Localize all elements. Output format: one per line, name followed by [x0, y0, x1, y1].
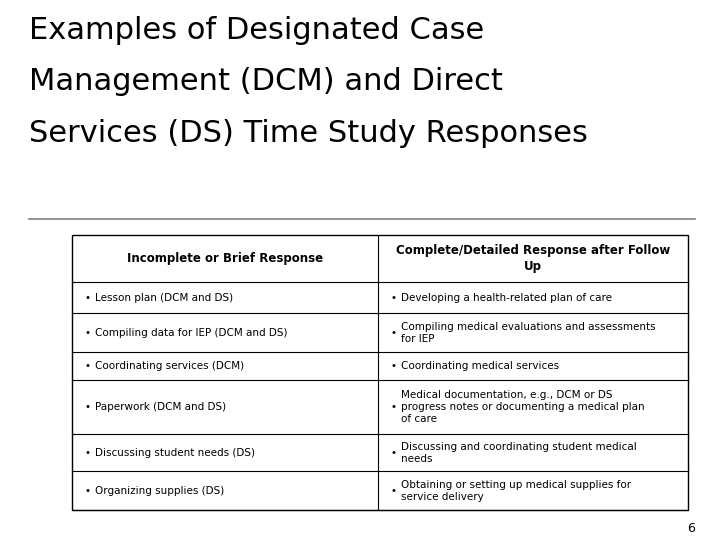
Text: Compiling data for IEP (DCM and DS): Compiling data for IEP (DCM and DS): [95, 328, 287, 338]
Text: •: •: [85, 361, 91, 372]
Text: •: •: [85, 402, 91, 412]
Text: Coordinating services (DCM): Coordinating services (DCM): [95, 361, 244, 372]
Text: Obtaining or setting up medical supplies for
service delivery: Obtaining or setting up medical supplies…: [401, 480, 631, 502]
Text: •: •: [391, 448, 397, 457]
Text: Paperwork (DCM and DS): Paperwork (DCM and DS): [95, 402, 226, 412]
Text: Compiling medical evaluations and assessments
for IEP: Compiling medical evaluations and assess…: [401, 322, 656, 344]
Bar: [72, 235, 688, 510]
Text: Services (DS) Time Study Responses: Services (DS) Time Study Responses: [29, 119, 588, 148]
Text: Organizing supplies (DS): Organizing supplies (DS): [95, 485, 225, 496]
Text: •: •: [391, 293, 397, 303]
Text: •: •: [85, 293, 91, 303]
Text: Examples of Designated Case: Examples of Designated Case: [29, 16, 484, 45]
Text: •: •: [85, 485, 91, 496]
Text: Developing a health-related plan of care: Developing a health-related plan of care: [401, 293, 612, 303]
Text: Coordinating medical services: Coordinating medical services: [401, 361, 559, 372]
Text: •: •: [85, 328, 91, 338]
Text: •: •: [391, 328, 397, 338]
Text: •: •: [85, 448, 91, 457]
Text: Management (DCM) and Direct: Management (DCM) and Direct: [29, 68, 503, 97]
Text: Incomplete or Brief Response: Incomplete or Brief Response: [127, 252, 323, 265]
Text: Discussing and coordinating student medical
needs: Discussing and coordinating student medi…: [401, 442, 636, 463]
Text: •: •: [391, 485, 397, 496]
Text: Complete/Detailed Response after Follow
Up: Complete/Detailed Response after Follow …: [396, 244, 670, 273]
Text: •: •: [391, 361, 397, 372]
Text: Medical documentation, e.g., DCM or DS
progress notes or documenting a medical p: Medical documentation, e.g., DCM or DS p…: [401, 390, 644, 424]
Text: Lesson plan (DCM and DS): Lesson plan (DCM and DS): [95, 293, 233, 303]
Text: Discussing student needs (DS): Discussing student needs (DS): [95, 448, 255, 457]
Text: •: •: [391, 402, 397, 412]
Text: 6: 6: [687, 522, 695, 535]
